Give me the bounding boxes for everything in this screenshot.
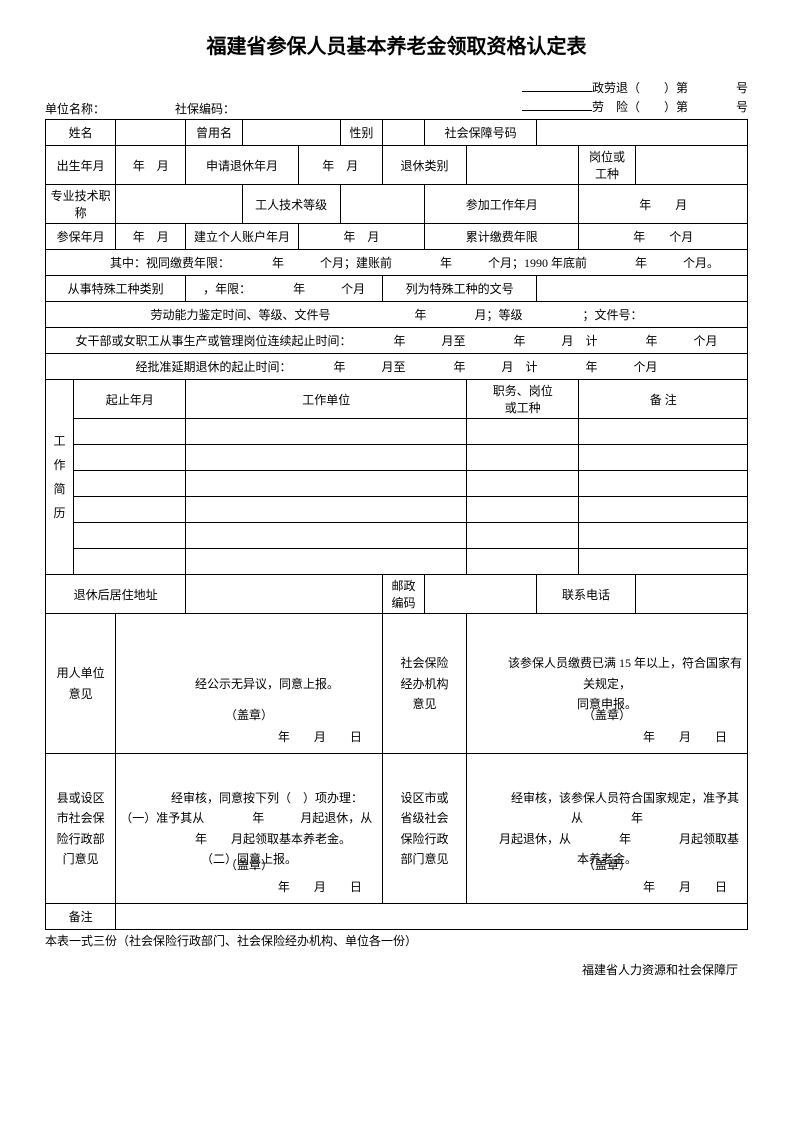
field-special[interactable]: ，年限： 年 个月 [186,276,383,302]
wh-row-6 [46,549,748,575]
label-ssn: 社会保障号码 [425,120,537,146]
footnote: 本表一式三份（社会保险行政部门、社会保险经办机构、单位各一份） [45,932,748,949]
op1-date: 年 月 日 [278,727,362,747]
field-postcode[interactable] [425,575,537,614]
field-ssn[interactable] [537,120,748,146]
work-history-header: 工 作 简 历 起止年月 工作单位 职务、岗位 或工种 备 注 [46,380,748,419]
opinion-employer[interactable]: 经公示无异议，同意上报。 （盖章） 年 月 日 [116,614,383,754]
label-acct: 建立个人账户年月 [186,224,298,250]
field-sex[interactable] [382,120,424,146]
row-address: 退休后居住地址 邮政 编码 联系电话 [46,575,748,614]
label-ret-type: 退休类别 [382,146,466,185]
row-special: 从事特殊工种类别 ，年限： 年 个月 列为特殊工种的文号 [46,276,748,302]
wh-period: 起止年月 [74,380,186,419]
label-name: 姓名 [46,120,116,146]
row-birth: 出生年月 年 月 申请退休年月 年 月 退休类别 岗位或工种 [46,146,748,185]
field-pro[interactable] [116,185,242,224]
wh-row-1 [46,419,748,445]
label-agency: 社会保险 经办机构 意见 [382,614,466,754]
field-insure[interactable]: 年 月 [116,224,186,250]
field-acct[interactable]: 年 月 [298,224,424,250]
op2-date: 年 月 日 [643,727,727,747]
label-resid: 退休后居住地址 [46,575,186,614]
row-deemed: 其中：视同缴费年限： 年 个月；建账前 年 个月；1990 年底前 年 个月。 [46,250,748,276]
doc-no-2: 劳 险（ ）第 号 [592,100,748,114]
field-resid[interactable] [186,575,383,614]
wh-row-3 [46,471,748,497]
text-female[interactable]: 女干部或女职工从事生产或管理岗位连续起止时间： 年 月至 年 月 计 年 个月 [46,328,748,354]
row-female: 女干部或女职工从事生产或管理岗位连续起止时间： 年 月至 年 月 计 年 个月 [46,328,748,354]
wh-unit: 工作单位 [186,380,467,419]
op4-stamp: （盖章） [467,855,747,875]
header-line: 单位名称： 社保编码： 政劳退（ ）第 号 劳 险（ ）第 号 [45,79,748,117]
op3-date: 年 月 日 [278,877,362,897]
label-special-doc: 列为特殊工种的文号 [382,276,536,302]
social-code-label: 社保编码： [175,100,235,117]
label-join: 参加工作年月 [425,185,579,224]
op2-stamp: （盖章） [467,705,747,725]
label-special: 从事特殊工种类别 [46,276,186,302]
text-disability[interactable]: 劳动能力鉴定时间、等级、文件号 年 月；等级 ；文件号： [46,302,748,328]
label-province: 设区市或 省级社会 保险行政 部门意见 [382,754,466,904]
field-remark[interactable] [116,904,748,930]
field-birth[interactable]: 年 月 [116,146,186,185]
label-tel: 联系电话 [537,575,635,614]
row-opinion-2: 县或设区 市社会保 险行政部 门意见 经审核，同意按下列（ ）项办理： （一）准… [46,754,748,904]
field-special-doc[interactable] [537,276,748,302]
row-insure: 参保年月 年 月 建立个人账户年月 年 月 累计缴费年限 年 个月 [46,224,748,250]
footer-org: 福建省人力资源和社会保障厅 [45,961,748,978]
label-employer: 用人单位 意见 [46,614,116,754]
op4-date: 年 月 日 [643,877,727,897]
opinion-county[interactable]: 经审核，同意按下列（ ）项办理： （一）准予其从 年 月起退休，从 年 月起领取… [116,754,383,904]
label-sex: 性别 [340,120,382,146]
unit-label: 单位名称： [45,100,105,117]
field-apply[interactable]: 年 月 [298,146,382,185]
row-pro: 专业技术职称 工人技术等级 参加工作年月 年 月 [46,185,748,224]
field-tel[interactable] [635,575,747,614]
opinion-agency[interactable]: 该参保人员缴费已满 15 年以上，符合国家有关规定， 同意申报。 （盖章） 年 … [467,614,748,754]
row-defer: 经批准延期退休的起止时间： 年 月至 年 月 计 年 个月 [46,354,748,380]
label-county: 县或设区 市社会保 险行政部 门意见 [46,754,116,904]
wh-row-2 [46,445,748,471]
label-insure: 参保年月 [46,224,116,250]
label-apply: 申请退休年月 [186,146,298,185]
field-ret-type[interactable] [467,146,579,185]
field-worker-level[interactable] [340,185,424,224]
label-pro: 专业技术职称 [46,185,116,224]
page: 福建省参保人员基本养老金领取资格认定表 单位名称： 社保编码： 政劳退（ ）第 … [0,0,793,1122]
op3-stamp: （盖章） [116,855,382,875]
label-remark: 备注 [46,904,116,930]
wh-row-4 [46,497,748,523]
label-worker-level: 工人技术等级 [242,185,340,224]
field-name[interactable] [116,120,186,146]
field-total[interactable]: 年 个月 [579,224,748,250]
field-post[interactable] [635,146,747,185]
wh-post: 职务、岗位 或工种 [467,380,579,419]
opinion-province[interactable]: 经审核，该参保人员符合国家规定，准予其从 年 月起退休，从 年 月起领取基本养老… [467,754,748,904]
label-birth: 出生年月 [46,146,116,185]
row-remark: 备注 [46,904,748,930]
label-former: 曾用名 [186,120,242,146]
op1-stamp: （盖章） [116,705,382,725]
wh-remark: 备 注 [579,380,748,419]
op1-body: 经公示无异议，同意上报。 [120,674,378,694]
doc-no-1: 政劳退（ ）第 号 [592,81,748,95]
text-defer[interactable]: 经批准延期退休的起止时间： 年 月至 年 月 计 年 个月 [46,354,748,380]
wh-row-5 [46,523,748,549]
label-resume: 工 作 简 历 [46,380,74,575]
label-post: 岗位或工种 [579,146,635,185]
field-former[interactable] [242,120,340,146]
row-opinion-1: 用人单位 意见 经公示无异议，同意上报。 （盖章） 年 月 日 社会保险 经办机… [46,614,748,754]
field-join[interactable]: 年 月 [579,185,748,224]
text-deemed[interactable]: 其中：视同缴费年限： 年 个月；建账前 年 个月；1990 年底前 年 个月。 [46,250,748,276]
label-total: 累计缴费年限 [425,224,579,250]
main-form: 姓名 曾用名 性别 社会保障号码 出生年月 年 月 申请退休年月 年 月 退休类… [45,119,748,930]
row-name: 姓名 曾用名 性别 社会保障号码 [46,120,748,146]
row-disability: 劳动能力鉴定时间、等级、文件号 年 月；等级 ；文件号： [46,302,748,328]
page-title: 福建省参保人员基本养老金领取资格认定表 [45,30,748,59]
label-postcode: 邮政 编码 [382,575,424,614]
